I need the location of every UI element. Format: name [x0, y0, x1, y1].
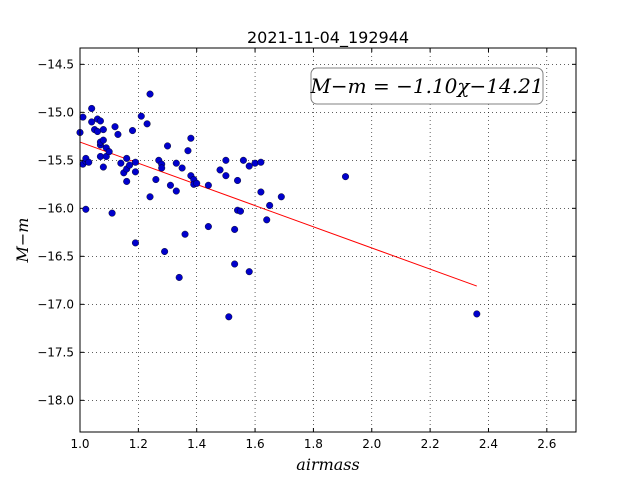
data-point: [178, 164, 186, 172]
data-point: [161, 248, 169, 256]
data-point: [164, 142, 172, 150]
data-point: [266, 201, 274, 209]
data-point: [204, 223, 212, 231]
y-tick-label: −17.5: [37, 345, 74, 359]
data-point: [172, 187, 180, 195]
data-point: [181, 230, 189, 238]
y-tick-label: −17.0: [37, 297, 74, 311]
data-point: [111, 123, 119, 131]
annotation-box: M−m = −1.10χ−14.21: [309, 67, 544, 105]
data-points: [76, 90, 481, 321]
data-point: [146, 90, 154, 98]
data-point: [193, 179, 201, 187]
y-tick-label: −16.5: [37, 249, 74, 263]
data-point: [231, 225, 239, 233]
data-point: [342, 173, 350, 181]
data-point: [123, 154, 131, 162]
x-tick-label: 2.4: [479, 437, 498, 451]
fit-line: [79, 141, 477, 287]
data-point: [204, 181, 212, 189]
annotation-frame: [310, 67, 544, 105]
x-tick-label: 2.6: [537, 437, 556, 451]
data-point: [225, 313, 233, 321]
x-tick-label: 2.2: [421, 437, 440, 451]
data-point: [129, 127, 137, 135]
data-point: [257, 158, 265, 166]
data-point: [245, 162, 253, 170]
annotation-text: M−m = −1.10χ−14.21: [309, 74, 543, 98]
data-point: [126, 161, 134, 169]
data-point: [175, 273, 183, 281]
plot-frame: [79, 47, 577, 433]
data-point: [152, 176, 160, 184]
data-point: [88, 104, 96, 112]
data-point: [222, 172, 230, 180]
y-tick-label: −15.0: [37, 105, 74, 119]
data-point: [222, 156, 230, 164]
y-tick-label: −14.5: [37, 57, 74, 71]
x-tick-label: 1.8: [304, 437, 323, 451]
data-point: [108, 209, 116, 217]
data-point: [99, 163, 107, 171]
data-point: [99, 136, 107, 144]
chart-title: 2021-11-04_192944: [247, 28, 409, 48]
data-point: [99, 126, 107, 134]
data-point: [187, 134, 195, 142]
y-axis-label: M−m: [13, 218, 32, 264]
data-point: [263, 216, 271, 224]
data-point: [166, 181, 174, 189]
data-point: [123, 177, 131, 185]
data-point: [239, 156, 247, 164]
y-tick-label: −16.0: [37, 201, 74, 215]
data-point: [117, 159, 125, 167]
data-point: [105, 148, 113, 156]
data-point: [473, 310, 481, 318]
data-point: [277, 193, 285, 201]
y-tick-label: −15.5: [37, 153, 74, 167]
data-point: [114, 130, 122, 138]
data-point: [137, 112, 145, 120]
data-point: [88, 118, 96, 126]
x-axis-label: airmass: [296, 455, 359, 474]
data-point: [158, 164, 166, 172]
data-point: [245, 268, 253, 276]
grid: [80, 48, 576, 432]
data-point: [216, 166, 224, 174]
x-tick-label: 1.4: [187, 437, 206, 451]
data-point: [231, 260, 239, 268]
data-point: [131, 158, 139, 166]
x-tick-label: 2.0: [362, 437, 381, 451]
data-point: [251, 159, 259, 167]
y-axis-ticks: −14.5 −15.0 −15.5 −16.0 −16.5 −17.0 −17.5 −18.0: [37, 57, 576, 407]
data-point: [184, 147, 192, 155]
x-tick-label: 1.2: [129, 437, 148, 451]
data-point: [172, 159, 180, 167]
data-point: [236, 207, 244, 215]
x-tick-label: 1.6: [246, 437, 265, 451]
data-point: [257, 188, 265, 196]
data-point: [94, 128, 102, 136]
data-point: [79, 113, 87, 121]
data-point: [234, 176, 242, 184]
data-point: [96, 117, 104, 125]
data-point: [143, 120, 151, 128]
y-tick-label: −18.0: [37, 393, 74, 407]
data-point: [82, 205, 90, 213]
data-point: [85, 158, 93, 166]
data-point: [96, 152, 104, 160]
plot-area: [80, 48, 576, 432]
data-point: [131, 239, 139, 247]
data-point: [131, 168, 139, 176]
fit-line-segment: [79, 141, 477, 287]
x-tick-label: 1.0: [70, 437, 89, 451]
data-point: [146, 193, 154, 201]
x-axis-ticks: 1.0 1.2 1.4 1.6 1.8 2.0 2.2 2.4 2.6: [70, 48, 556, 451]
